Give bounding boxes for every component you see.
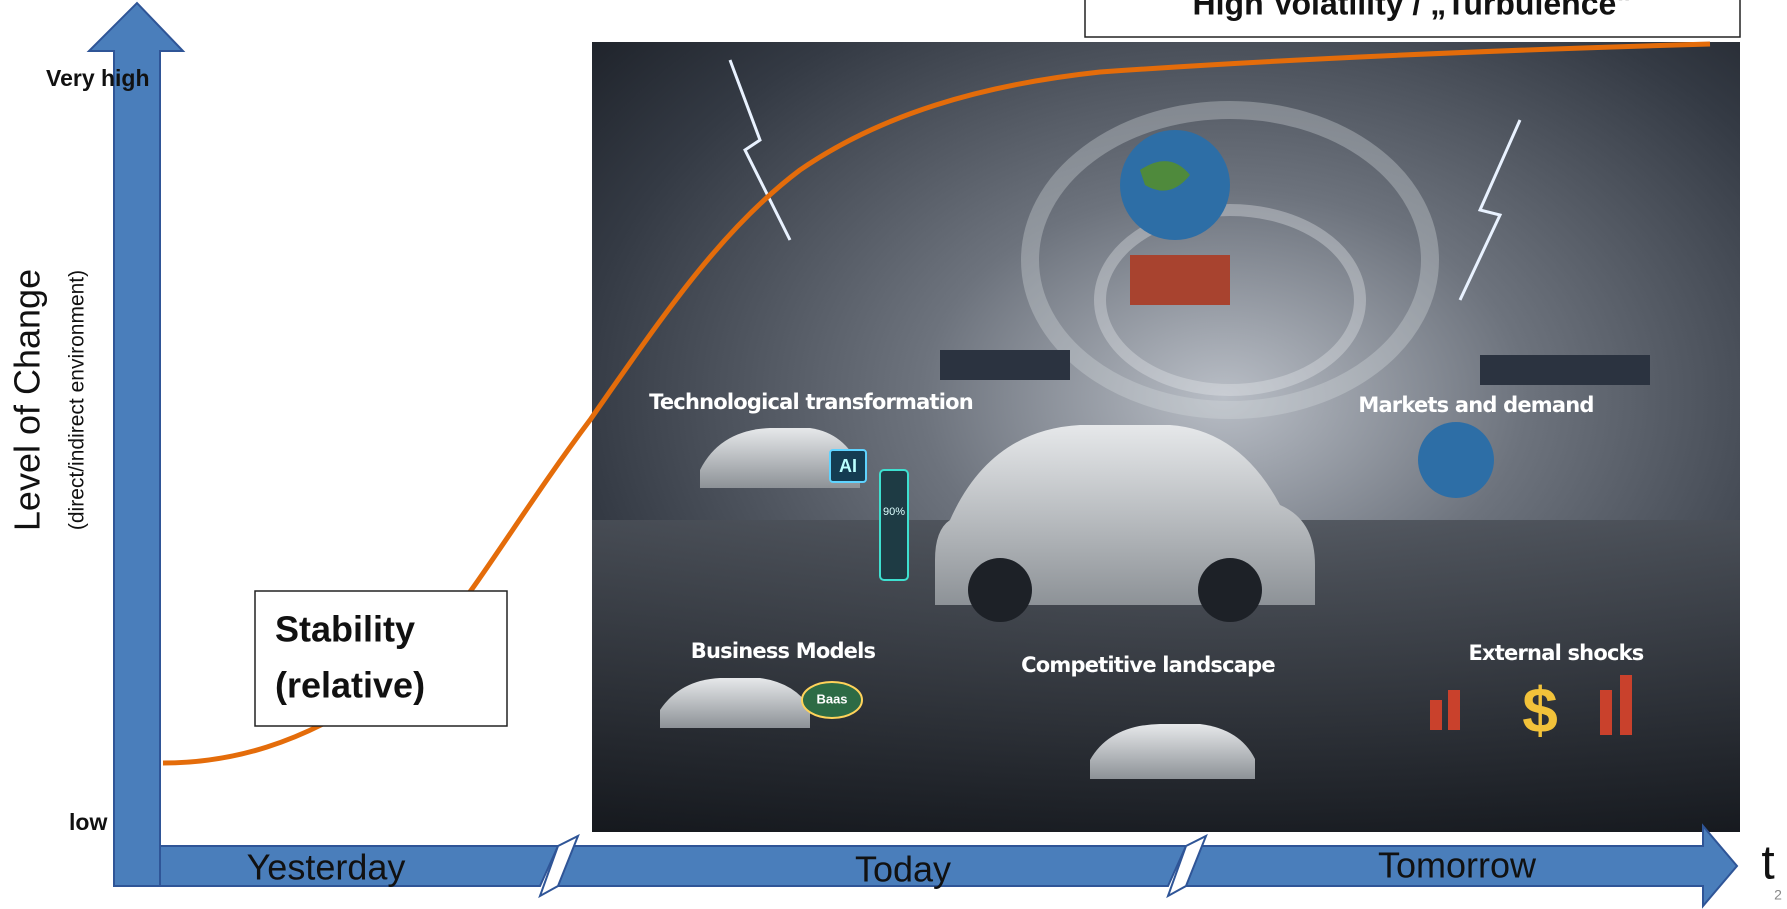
volatility-label: High Volatility / „Turbulence" xyxy=(1193,0,1632,21)
axis-top-label: Very high xyxy=(46,65,150,91)
image-label: Competitive landscape xyxy=(1021,653,1275,677)
slide: AI 90% Baas $ Technological transformati… xyxy=(0,0,1787,909)
y-axis-arrow xyxy=(89,3,183,886)
timeline-label: Today xyxy=(855,849,951,890)
page-number: 2 xyxy=(1774,887,1782,903)
axis-bottom-label: low xyxy=(69,809,107,835)
stability-label: Stability xyxy=(275,609,415,650)
image-label: Markets and demand xyxy=(1358,393,1593,417)
badge: AI xyxy=(839,456,857,476)
axis-title: Level of Change xyxy=(7,269,48,531)
timeline-label: Tomorrow xyxy=(1378,845,1537,886)
badge: Baas xyxy=(816,691,847,706)
image-label: Technological transformation xyxy=(649,390,973,414)
illustration: AI 90% Baas $ Technological transformati… xyxy=(592,42,1740,832)
stability-label: (relative) xyxy=(275,665,425,706)
image-label: Business Models xyxy=(691,639,876,663)
image-label: External shocks xyxy=(1469,641,1644,665)
badge: 90% xyxy=(883,506,905,518)
timeline-label: Yesterday xyxy=(247,847,406,888)
axis-subtitle: (direct/indirect environment) xyxy=(66,270,89,530)
time-symbol: t xyxy=(1761,837,1774,890)
svg-text:$: $ xyxy=(1522,674,1558,746)
